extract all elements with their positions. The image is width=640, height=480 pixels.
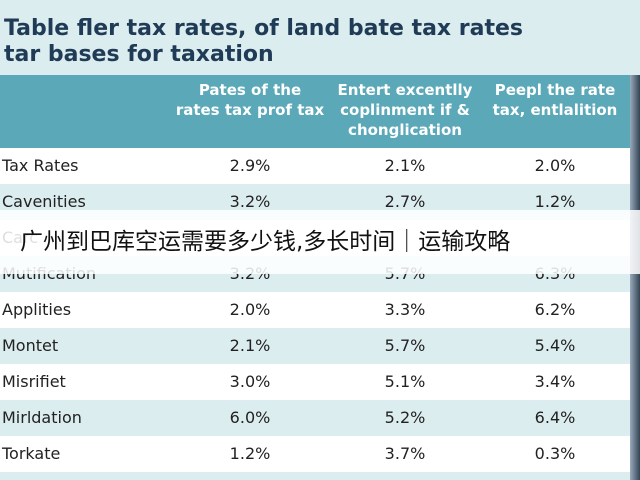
table-row: Misrifiet 3.0% 5.1% 3.4%: [0, 364, 630, 400]
title: tar bases for taxation: [4, 42, 274, 67]
table-header: [0, 75, 630, 148]
table-cell: 6.4%: [534, 408, 576, 427]
table-cell: 5.7%: [384, 336, 426, 355]
table-cell: 3.0%: [229, 372, 271, 391]
column-header: Peepl the rate tax, entlalition: [492, 81, 618, 119]
table-cell: 6.0%: [229, 408, 271, 427]
table-cell: 1.2%: [534, 192, 576, 211]
row-label: Applities: [2, 300, 72, 319]
row-label: Mirldation: [2, 408, 82, 427]
title: Table fler tax rates, of land bate tax r…: [4, 16, 524, 41]
column-header: Pates of the rates tax prof tax: [175, 81, 325, 119]
table-row: Mirldation 6.0% 5.2% 6.4%: [0, 400, 630, 436]
overlay-banner: 广州到巴库空运需要多少钱,多长时间｜运输攻略: [0, 210, 640, 274]
table-cell: 2.1%: [229, 336, 271, 355]
table-cell: 3.7%: [384, 444, 426, 463]
table-cell: 3.3%: [384, 300, 426, 319]
column-header: Entert excentlly coplinment if & chongli…: [337, 81, 473, 139]
table-cell: 5.4%: [534, 336, 576, 355]
table-cell: 2.0%: [229, 300, 271, 319]
table-cell: 2.7%: [384, 192, 426, 211]
table-row: Torkate 1.2% 3.7% 0.3%: [0, 436, 630, 472]
overlay-text: 广州到巴库空运需要多少钱,多长时间｜运输攻略: [20, 229, 511, 255]
table-edge: [630, 75, 640, 480]
table-cell: 3.2%: [229, 192, 271, 211]
table-cell: 0.3%: [534, 444, 576, 463]
table-row: Montet 2.1% 5.7% 5.4%: [0, 328, 630, 364]
table-row: Tax Rates 2.9% 2.1% 2.0%: [0, 148, 630, 184]
table-cell: 3.4%: [534, 372, 576, 391]
table-cell: 2.0%: [534, 156, 576, 175]
table-cell: 5.1%: [384, 372, 426, 391]
table-cell: 6.2%: [534, 300, 576, 319]
table-cell: 2.9%: [229, 156, 271, 175]
row-label: Montet: [2, 336, 59, 355]
table-cell: 2.1%: [384, 156, 426, 175]
table-row: Applities 2.0% 3.3% 6.2%: [0, 292, 630, 328]
table-cell: 5.2%: [384, 408, 426, 427]
row-label: Torkate: [2, 444, 61, 463]
table-cell: 1.2%: [229, 444, 271, 463]
row-label: Misrifiet: [2, 372, 66, 391]
row-label: Tax Rates: [2, 156, 79, 175]
row-label: Cavenities: [2, 192, 86, 211]
